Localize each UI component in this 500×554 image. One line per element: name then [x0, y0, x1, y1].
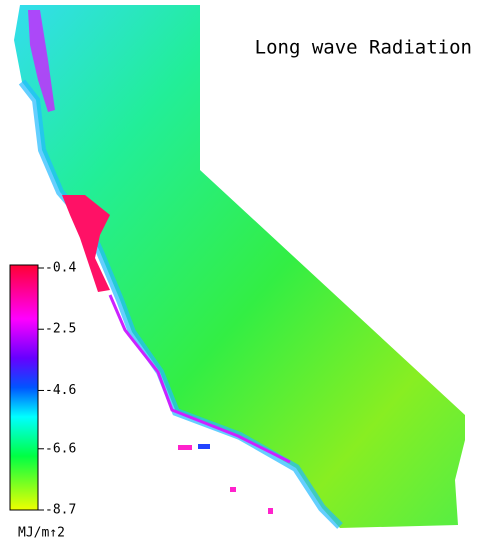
- tick-label: -0.4: [45, 261, 76, 276]
- tick-label: -2.5: [45, 322, 76, 337]
- tick-label: -8.7: [45, 503, 76, 518]
- map-title: Long wave Radiation: [255, 37, 472, 59]
- california-map: [14, 5, 465, 529]
- colorbar: [9, 264, 39, 511]
- colorbar-ticks: -0.4 -2.5 -4.6 -6.6 -8.7: [38, 261, 76, 518]
- colorbar-unit: MJ/m↑2: [18, 526, 65, 541]
- islands: [178, 444, 273, 514]
- state-region: [14, 5, 465, 528]
- coast-strip: [18, 79, 343, 529]
- tick-label: -4.6: [45, 383, 76, 398]
- north-coast: [28, 10, 55, 112]
- tick-label: -6.6: [45, 441, 76, 456]
- bay-area: [62, 195, 110, 292]
- south-coast: [108, 294, 291, 464]
